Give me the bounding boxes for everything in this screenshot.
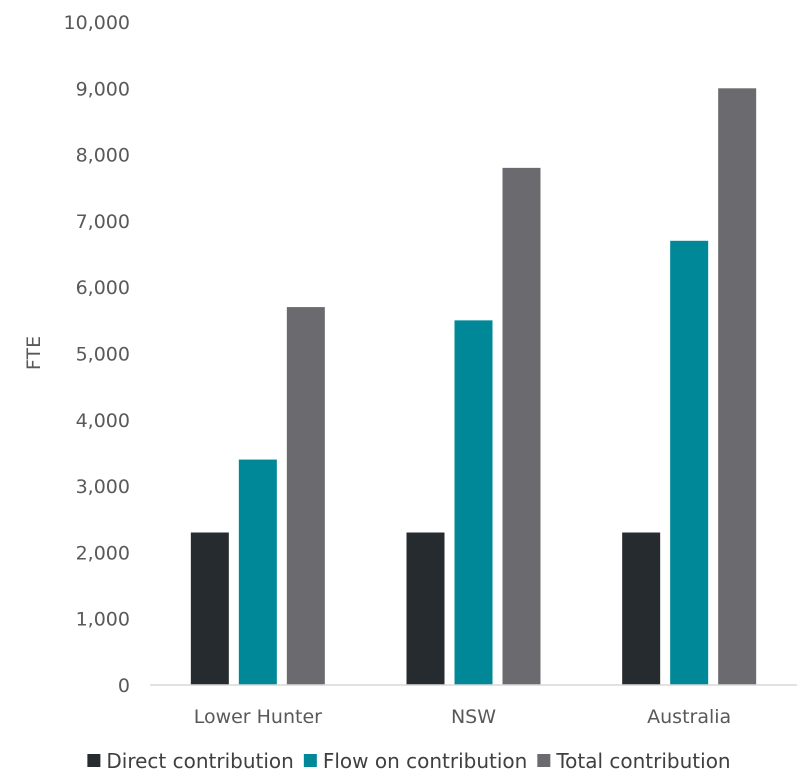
bar-direct-contribution-australia bbox=[622, 532, 661, 685]
x-category-label: NSW bbox=[451, 706, 496, 728]
bar-total-contribution-lower-hunter bbox=[286, 307, 325, 685]
bars bbox=[190, 88, 757, 686]
y-tick-label: 0 bbox=[118, 675, 130, 697]
x-axis-categories: Lower Hunter NSW Australia bbox=[194, 706, 731, 728]
y-tick-label: 7,000 bbox=[76, 211, 130, 233]
y-tick-label: 10,000 bbox=[64, 12, 130, 34]
legend-swatch bbox=[303, 754, 317, 767]
legend-swatch bbox=[87, 754, 101, 767]
bar-direct-contribution-lower-hunter bbox=[190, 532, 229, 685]
y-tick-label: 9,000 bbox=[76, 78, 130, 100]
y-tick-label: 5,000 bbox=[76, 344, 130, 366]
y-axis-title: FTE bbox=[23, 336, 45, 370]
legend: Direct contribution Flow on contribution T… bbox=[87, 749, 731, 773]
y-tick-label: 1,000 bbox=[76, 609, 130, 631]
legend-label: Flow on contribution bbox=[323, 749, 528, 773]
bar-flow-on-contribution-lower-hunter bbox=[238, 459, 277, 685]
y-tick-label: 4,000 bbox=[76, 410, 130, 432]
y-tick-label: 6,000 bbox=[76, 277, 130, 299]
y-tick-label: 3,000 bbox=[76, 476, 130, 498]
bar-flow-on-contribution-australia bbox=[670, 240, 709, 686]
legend-label: Direct contribution bbox=[106, 749, 293, 773]
y-axis-ticks: 0 1,000 2,000 3,000 4,000 5,000 6,000 7,000 8,00… bbox=[64, 12, 130, 697]
legend-label: Total contribution bbox=[555, 749, 730, 773]
legend-swatch bbox=[537, 754, 551, 767]
x-category-label: Lower Hunter bbox=[194, 706, 322, 728]
y-tick-label: 2,000 bbox=[76, 542, 130, 564]
bar-total-contribution-nsw bbox=[502, 167, 541, 686]
bar-flow-on-contribution-nsw bbox=[454, 320, 493, 685]
x-category-label: Australia bbox=[647, 706, 731, 728]
bar-total-contribution-australia bbox=[718, 88, 757, 686]
y-tick-label: 8,000 bbox=[76, 145, 130, 167]
bar-direct-contribution-nsw bbox=[406, 532, 445, 685]
